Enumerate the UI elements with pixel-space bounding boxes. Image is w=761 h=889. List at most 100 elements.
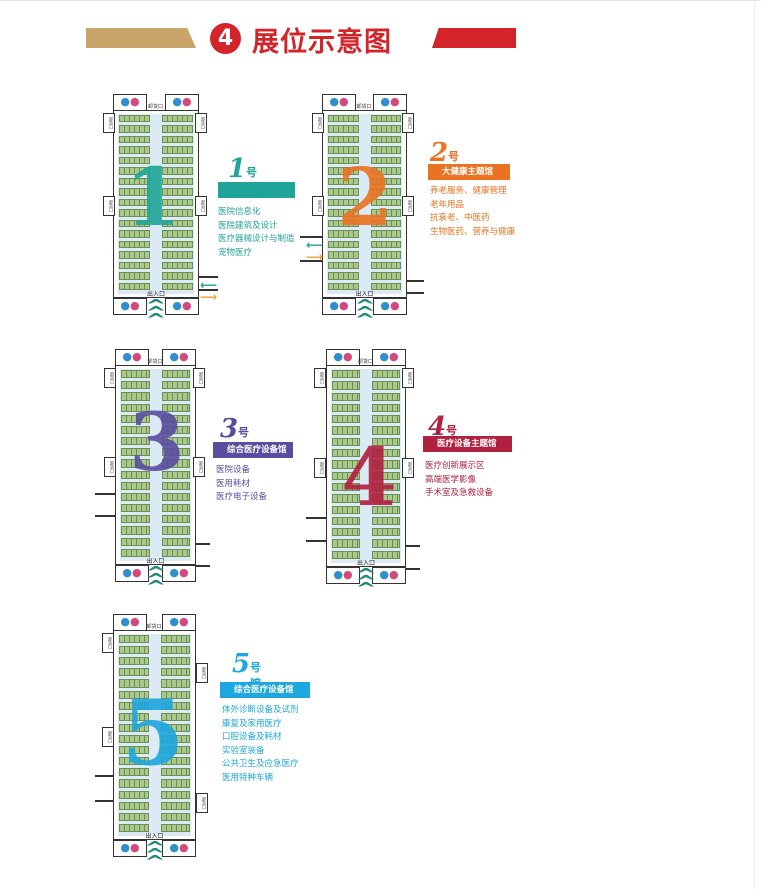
female-icon: ●	[179, 350, 189, 363]
restroom: ●●	[165, 94, 199, 111]
booth-row	[161, 548, 190, 557]
booth-row	[160, 735, 190, 744]
booth-row	[162, 219, 193, 228]
category-item: 医疗器械设计与制造	[218, 234, 295, 244]
wall-line	[198, 289, 218, 291]
wall-line	[406, 568, 420, 570]
category-item: 公共卫生及应急医疗	[222, 759, 299, 769]
hall-big-number: 3	[129, 395, 185, 489]
restroom: ●●	[372, 567, 406, 584]
booth-row	[328, 230, 359, 238]
booth-row	[162, 125, 193, 133]
category-item: 抗衰老、中医药	[430, 213, 490, 223]
wall-line	[95, 515, 115, 517]
booth-row	[372, 528, 400, 537]
booth-row	[160, 823, 190, 832]
unload-door-top: 卸货口	[148, 104, 164, 110]
booth-row	[119, 188, 150, 196]
unload-door-side: 卸货口	[193, 368, 205, 388]
booth-row	[161, 392, 190, 401]
male-icon: ●	[172, 95, 182, 108]
male-icon: ●	[379, 568, 389, 581]
right-border	[754, 0, 755, 889]
booth-row	[160, 768, 190, 777]
category-item: 医疗电子设备	[216, 492, 268, 502]
booth-row	[332, 392, 360, 401]
booth-row	[160, 646, 190, 655]
female-icon: ●	[343, 350, 353, 363]
entrance-chevron-icon: ^ ^ ^	[145, 296, 167, 329]
booth-row	[332, 539, 360, 548]
male-icon: ●	[169, 841, 179, 854]
category-item: 老年用品	[430, 199, 465, 210]
booth-row	[121, 526, 150, 535]
entrance-label: 出入口	[357, 560, 376, 567]
booth-row	[162, 198, 193, 207]
category-item: 医院建筑及设计	[218, 220, 278, 231]
booth-row	[372, 516, 400, 526]
unload-door-top: 卸货口	[358, 359, 374, 365]
booth-row	[119, 735, 149, 744]
female-icon: ●	[343, 568, 353, 581]
booth-row	[119, 690, 149, 699]
female-icon: ●	[390, 95, 400, 108]
booth-row	[160, 757, 190, 766]
booth-row	[119, 230, 150, 238]
booth-row	[121, 537, 150, 546]
male-icon: ●	[169, 350, 179, 363]
unload-door-side: 卸货口	[402, 368, 414, 388]
booth-row	[161, 381, 190, 390]
booth-row	[328, 115, 359, 123]
category-item: 医疗创新展示区	[425, 461, 485, 471]
booth-row	[372, 494, 400, 503]
booth-row	[332, 381, 360, 390]
male-icon: ●	[329, 95, 339, 108]
unload-door-top: 卸货口	[356, 104, 372, 110]
booth-row	[370, 240, 401, 249]
booth-row	[162, 115, 193, 123]
booth-row	[160, 812, 190, 821]
booth-row	[119, 156, 150, 165]
hall-theme-bar: 医疗设备主题馆	[423, 436, 512, 452]
section-number-badge: 4	[210, 23, 241, 54]
booth-row	[370, 188, 401, 196]
unload-door-side: 卸货口	[314, 458, 326, 478]
booth-row	[370, 251, 401, 259]
booth-row	[332, 415, 360, 424]
restroom: ●●	[113, 298, 147, 315]
booth-row	[370, 135, 401, 144]
booth-row	[370, 177, 401, 186]
male-icon: ●	[169, 615, 179, 628]
restroom: ●●	[322, 298, 356, 315]
unload-door-top: 卸货口	[146, 624, 162, 630]
hall-categories: 体外诊断设备及试剂 康复及家用医疗 口腔设备及耗材 实验室装备 公共卫生及应急医疗 医用特…	[222, 704, 299, 785]
booth-row	[160, 657, 190, 666]
booth-row	[370, 272, 401, 280]
wall-line	[300, 236, 322, 238]
booth-row	[332, 550, 360, 559]
female-icon: ●	[389, 350, 399, 363]
booth-row	[162, 156, 193, 165]
wall-line	[406, 545, 420, 547]
restroom: ●●	[162, 840, 196, 857]
booth-row	[161, 515, 190, 524]
booth-row	[370, 115, 401, 123]
hall-theme-bar: 综合医疗设备馆	[220, 682, 310, 698]
wall-line	[196, 565, 210, 567]
hall-label-number: 5	[232, 649, 251, 679]
booth-row	[160, 723, 190, 732]
category-item: 宠物医疗	[218, 247, 253, 258]
category-item: 医用耗材	[216, 478, 251, 489]
female-icon: ●	[339, 95, 349, 108]
booth-row	[119, 115, 150, 123]
booth-row	[328, 282, 359, 290]
booth-row	[372, 539, 400, 548]
unload-door-side: 卸货口	[402, 113, 414, 133]
category-item: 手术室及急救设备	[425, 488, 494, 498]
category-item: 养老服务、健康管理	[430, 186, 507, 196]
unload-door-side: 卸货口	[102, 633, 114, 653]
booth-row	[161, 492, 190, 502]
wall-line	[406, 280, 424, 282]
booth-row	[332, 471, 360, 480]
unload-door-top: 卸货口	[147, 359, 163, 365]
